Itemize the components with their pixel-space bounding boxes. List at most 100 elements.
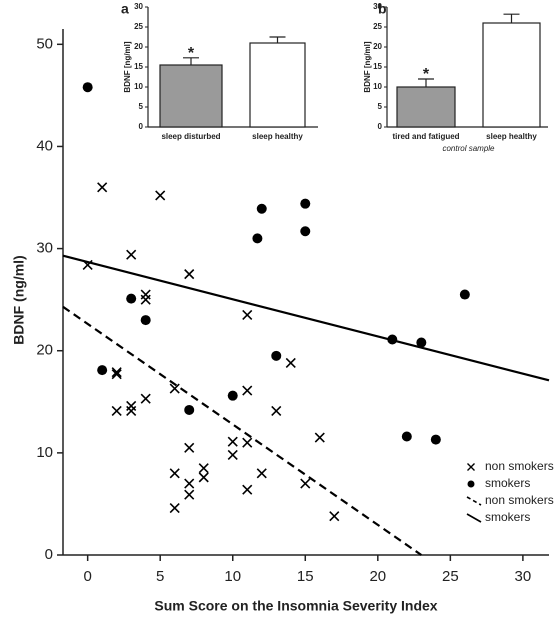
regression-line (62, 254, 550, 382)
y-tick-label: 40 (36, 137, 53, 154)
y-tick-label: 0 (139, 122, 144, 131)
point (401, 431, 412, 442)
y-axis-title: BDNF [ng/ml] (123, 41, 132, 92)
x-tick-label: 30 (515, 568, 532, 585)
point (256, 468, 267, 479)
x-tick-label: 25 (442, 568, 459, 585)
legend-label: non smokers (485, 493, 554, 507)
bar (249, 42, 306, 128)
error-bar (503, 13, 520, 23)
point (97, 365, 108, 376)
point (300, 198, 311, 209)
point (169, 383, 180, 394)
point (126, 400, 137, 411)
point (140, 294, 151, 305)
point (140, 393, 151, 404)
y-tick-label: 25 (373, 22, 382, 31)
x-tick-label: 15 (297, 568, 314, 585)
x-tick-label: 0 (83, 568, 91, 585)
x-axis-title: control sample (442, 144, 495, 153)
point (140, 315, 151, 326)
error-bar (418, 78, 434, 87)
y-tick-label: 5 (139, 102, 144, 111)
point (198, 463, 209, 474)
y-tick-label: 10 (36, 444, 53, 461)
y-tick-label: 15 (134, 62, 143, 71)
x-tick-label: sleep disturbed (161, 132, 220, 141)
panel-label: a (121, 1, 129, 17)
point (82, 82, 93, 93)
point (227, 436, 238, 447)
point (97, 182, 108, 193)
point (459, 289, 470, 300)
legend-label: smokers (485, 510, 530, 524)
y-tick-label: 30 (373, 2, 382, 11)
y-tick-label: 20 (36, 342, 53, 359)
x-tick-label: 10 (224, 568, 241, 585)
legend-symbol (467, 463, 475, 471)
point (126, 405, 137, 417)
point (184, 269, 195, 280)
legend-symbol (467, 480, 475, 488)
x-axis-title: Sum Score on the Insomnia Severity Index (154, 598, 437, 614)
point (271, 350, 282, 361)
point (111, 369, 122, 380)
point (416, 337, 427, 348)
legend-symbol (466, 496, 482, 506)
point (184, 442, 195, 453)
point (126, 293, 137, 304)
y-tick-label: 15 (373, 62, 382, 71)
point (252, 233, 263, 244)
point (300, 478, 311, 489)
point (140, 289, 151, 300)
y-axis-title: BDNF [ng/ml] (363, 41, 372, 92)
bar (482, 22, 541, 128)
point (285, 357, 296, 369)
y-tick-label: 0 (45, 546, 53, 563)
legend-label: smokers (485, 476, 530, 490)
point (184, 478, 195, 489)
point (300, 226, 311, 237)
point (169, 468, 180, 479)
point (271, 405, 282, 417)
x-tick-label: 20 (369, 568, 386, 585)
point (242, 437, 253, 448)
point (184, 404, 195, 415)
y-axis-title: BDNF (ng/ml) (11, 255, 27, 344)
regression-line (62, 305, 422, 556)
x-tick-label: tired and fatigued (392, 132, 459, 141)
point (227, 390, 238, 401)
significance-star: * (188, 45, 195, 62)
error-bar (269, 36, 286, 43)
point (111, 405, 122, 417)
y-tick-label: 10 (373, 82, 382, 91)
bar (396, 86, 456, 128)
x-tick-label: 5 (156, 568, 164, 585)
point (256, 203, 267, 214)
y-tick-label: 30 (36, 240, 53, 257)
point (227, 449, 238, 460)
y-tick-label: 25 (134, 22, 143, 31)
legend-label: non smokers (485, 459, 554, 473)
y-tick-label: 10 (134, 82, 143, 91)
error-bar (183, 57, 199, 65)
point (169, 502, 180, 514)
point (155, 190, 166, 201)
legend-symbol (466, 513, 482, 523)
point (242, 309, 253, 321)
bar (159, 64, 223, 128)
point (430, 434, 441, 445)
y-tick-label: 20 (134, 42, 143, 51)
x-tick-label: sleep healthy (486, 132, 537, 141)
point (184, 489, 195, 500)
y-tick-label: 30 (134, 2, 143, 11)
point (329, 511, 340, 522)
point (198, 472, 209, 483)
y-tick-label: 50 (36, 35, 53, 52)
point (314, 432, 325, 443)
y-tick-label: 20 (373, 42, 382, 51)
point (242, 484, 253, 495)
point (126, 249, 137, 260)
y-tick-label: 5 (378, 102, 383, 111)
